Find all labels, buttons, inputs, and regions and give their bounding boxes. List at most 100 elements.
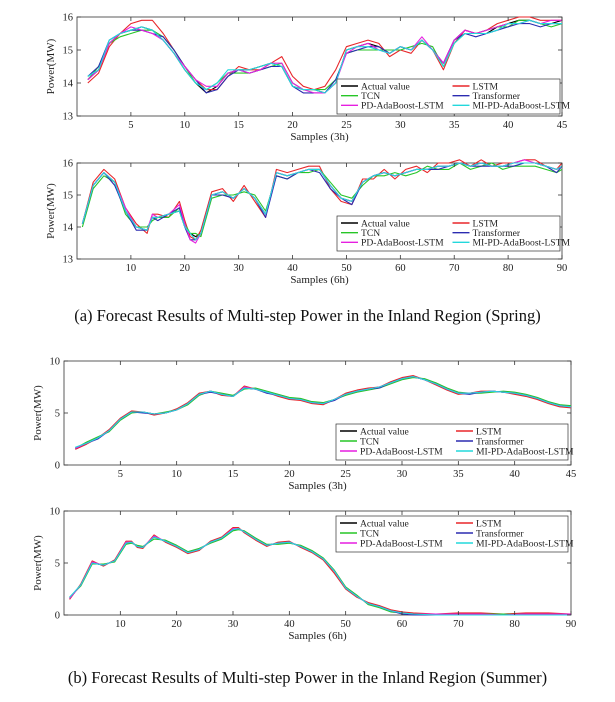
y-tick-label: 5 <box>55 409 60 420</box>
x-tick-label: 90 <box>557 263 568 274</box>
x-tick-label: 60 <box>397 619 408 630</box>
y-axis-label: Power(MW) <box>45 38 57 94</box>
x-tick-label: 5 <box>118 469 123 480</box>
x-tick-label: 70 <box>449 263 460 274</box>
legend-entry-label: MI-PD-AdaBoost-LSTM <box>473 238 571 249</box>
x-tick-label: 80 <box>509 619 520 630</box>
x-tick-label: 20 <box>287 120 298 131</box>
legend-entry-label: LSTM <box>476 426 502 437</box>
chart-spring3h: 5 10 15 20 25 30 35 40 45 13 14 15 16 Samples (3h) Pow… <box>45 13 571 144</box>
x-tick-label: 40 <box>284 619 295 630</box>
legend-entry-label: LSTM <box>476 518 502 529</box>
x-axis-label: Samples (3h) <box>288 480 347 492</box>
legend-entry-label: Transformer <box>476 436 524 447</box>
x-tick-label: 25 <box>341 120 352 131</box>
x-tick-label: 20 <box>284 469 295 480</box>
legend-entry-label: LSTM <box>473 81 499 92</box>
x-tick-label: 20 <box>180 263 191 274</box>
x-tick-label: 40 <box>503 120 514 131</box>
y-tick-label: 13 <box>63 112 74 123</box>
x-tick-label: 30 <box>397 469 408 480</box>
series-line-spring3h-5 <box>87 19 562 94</box>
y-tick-label: 15 <box>63 46 74 57</box>
series-line-summer6h-5 <box>69 528 571 616</box>
y-tick-label: 16 <box>63 159 74 170</box>
x-tick-label: 25 <box>340 469 351 480</box>
legend-entry-label: MI-PD-AdaBoost-LSTM <box>473 101 571 112</box>
series-line-spring6h-5 <box>81 162 563 241</box>
y-tick-label: 10 <box>50 357 61 368</box>
legend-entry-label: TCN <box>360 436 379 447</box>
x-tick-label: 15 <box>233 120 244 131</box>
x-tick-label: 50 <box>341 263 352 274</box>
y-axis-label: Power(MW) <box>32 535 44 591</box>
legend-box <box>335 423 569 461</box>
legend-entry-label: MI-PD-AdaBoost-LSTM <box>476 446 574 457</box>
legend-box <box>336 215 561 252</box>
legend-entry-label: PD-AdaBoost-LSTM <box>361 238 444 249</box>
x-tick-label: 10 <box>180 120 191 131</box>
legend-entry-label: Transformer <box>473 228 521 239</box>
legend-entry-label: Transformer <box>473 91 521 102</box>
legend-summer6h: Actual value LSTM TCN Transformer PD-AdaBoos… <box>335 515 574 553</box>
x-tick-label: 10 <box>115 619 126 630</box>
y-tick-label: 15 <box>63 191 74 202</box>
y-tick-label: 14 <box>63 79 74 90</box>
legend-entry-label: PD-AdaBoost-LSTM <box>360 446 443 457</box>
x-tick-label: 45 <box>557 120 568 131</box>
chart-spring6h: 10 20 30 40 50 60 70 80 90 13 14 15 16 Samples (6h) Po… <box>45 159 571 287</box>
legend-entry-label: TCN <box>361 228 380 239</box>
x-tick-label: 10 <box>126 263 137 274</box>
x-tick-label: 5 <box>128 120 133 131</box>
y-tick-label: 13 <box>63 255 74 266</box>
x-tick-label: 40 <box>509 469 520 480</box>
legend-entry-label: Actual value <box>360 518 409 529</box>
y-axis-label: Power(MW) <box>45 183 57 239</box>
legend-entry-label: Transformer <box>476 528 524 539</box>
x-tick-label: 10 <box>171 469 182 480</box>
caption-summer: (b) Forecast Results of Multi-step Power… <box>67 668 548 687</box>
y-tick-label: 16 <box>63 13 74 24</box>
y-axis-label: Power(MW) <box>32 385 44 441</box>
legend-entry-label: MI-PD-AdaBoost-LSTM <box>476 538 574 549</box>
legend-entry-label: Actual value <box>360 426 409 437</box>
series-line-spring6h-1 <box>81 159 563 241</box>
legend-entry-label: TCN <box>360 528 379 539</box>
x-tick-label: 40 <box>287 263 298 274</box>
legend-summer3h: Actual value LSTM TCN Transformer PD-AdaBoos… <box>335 423 574 461</box>
x-tick-label: 20 <box>171 619 182 630</box>
x-axis-label: Samples (6h) <box>290 274 349 286</box>
x-tick-label: 60 <box>395 263 406 274</box>
x-tick-label: 30 <box>228 619 239 630</box>
y-tick-label: 14 <box>63 223 74 234</box>
x-tick-label: 30 <box>233 263 244 274</box>
series-line-summer3h-5 <box>75 376 572 448</box>
legend-entry-label: PD-AdaBoost-LSTM <box>361 101 444 112</box>
legend-entry-label: PD-AdaBoost-LSTM <box>360 538 443 549</box>
x-axis-label: Samples (3h) <box>290 131 349 143</box>
caption-spring: (a) Forecast Results of Multi-step Power… <box>74 306 541 325</box>
x-tick-label: 35 <box>453 469 464 480</box>
y-tick-label: 5 <box>55 559 60 570</box>
chart-summer6h: 10 20 30 40 50 60 70 80 90 0 5 10 Samples (6h) Power(… <box>32 507 576 643</box>
x-tick-label: 35 <box>449 120 460 131</box>
x-tick-label: 70 <box>453 619 464 630</box>
y-tick-label: 10 <box>50 507 61 518</box>
legend-spring3h: Actual value LSTM TCN Transformer PD-AdaBoos… <box>336 78 571 115</box>
x-tick-label: 15 <box>228 469 239 480</box>
legend-entry-label: Actual value <box>361 218 410 229</box>
chart-summer3h: 5 10 15 20 25 30 35 40 45 0 5 10 Samples (3h) Power(M… <box>32 357 576 493</box>
legend-box <box>336 78 561 115</box>
y-tick-label: 0 <box>55 461 60 472</box>
legend-box <box>335 515 569 553</box>
x-tick-label: 80 <box>503 263 514 274</box>
x-tick-label: 30 <box>395 120 406 131</box>
x-tick-label: 90 <box>566 619 577 630</box>
y-tick-label: 0 <box>55 611 60 622</box>
legend-entry-label: LSTM <box>473 218 499 229</box>
legend-entry-label: Actual value <box>361 81 410 92</box>
x-tick-label: 50 <box>340 619 351 630</box>
x-axis-label: Samples (6h) <box>288 630 347 642</box>
x-tick-label: 45 <box>566 469 577 480</box>
